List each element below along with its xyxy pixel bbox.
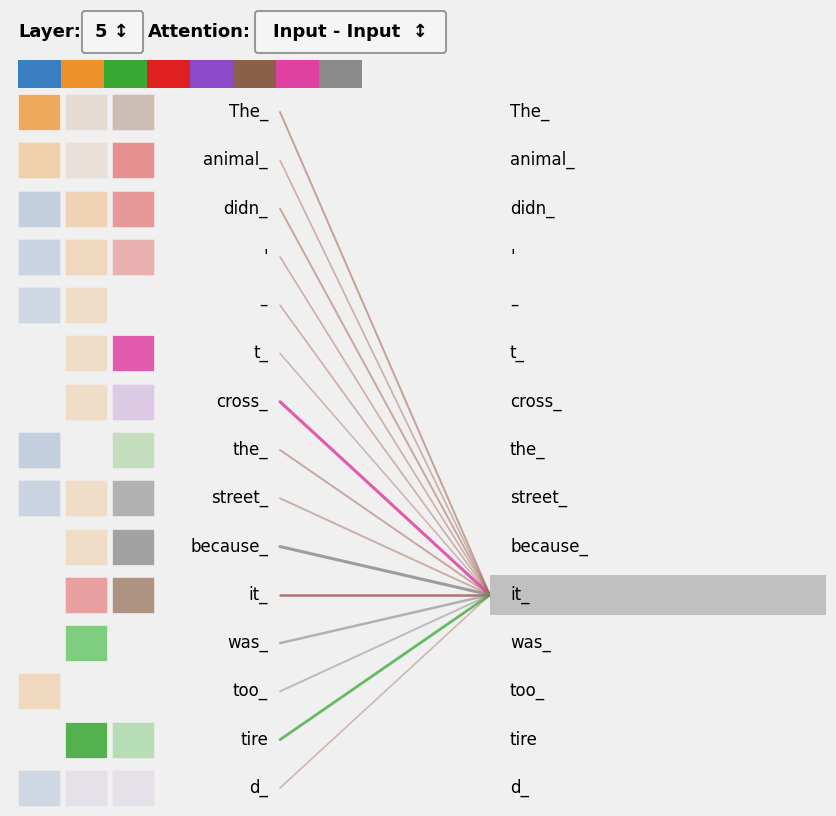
Bar: [65, 191, 107, 227]
Bar: [112, 770, 154, 806]
Bar: [18, 191, 60, 227]
Text: t_: t_: [253, 344, 268, 362]
Bar: [18, 287, 60, 323]
Bar: [18, 770, 60, 806]
Text: 5 ↕: 5 ↕: [95, 23, 129, 41]
Bar: [65, 287, 107, 323]
Text: the_: the_: [510, 441, 546, 459]
Bar: [65, 94, 107, 130]
Bar: [18, 239, 60, 275]
Text: too_: too_: [233, 682, 268, 700]
Bar: [61, 60, 104, 88]
Text: didn_: didn_: [223, 199, 268, 218]
Text: The_: The_: [228, 103, 268, 121]
Text: Attention:: Attention:: [148, 23, 251, 41]
Text: Layer:: Layer:: [18, 23, 81, 41]
Bar: [65, 721, 107, 758]
Bar: [276, 60, 319, 88]
Text: too_: too_: [510, 682, 545, 700]
Bar: [65, 577, 107, 613]
Bar: [112, 142, 154, 178]
Bar: [18, 60, 61, 88]
Text: street_: street_: [211, 490, 268, 508]
Bar: [18, 142, 60, 178]
FancyBboxPatch shape: [255, 11, 446, 53]
Bar: [18, 432, 60, 468]
Text: it_: it_: [510, 586, 529, 604]
Bar: [65, 770, 107, 806]
Text: d_: d_: [249, 778, 268, 797]
Text: was_: was_: [510, 634, 551, 652]
Text: because_: because_: [190, 538, 268, 556]
Bar: [112, 191, 154, 227]
Text: ': ': [510, 248, 515, 266]
Text: the_: the_: [232, 441, 268, 459]
Bar: [65, 335, 107, 371]
Bar: [65, 142, 107, 178]
Bar: [112, 721, 154, 758]
Bar: [112, 239, 154, 275]
Bar: [18, 481, 60, 517]
Bar: [65, 481, 107, 517]
Text: didn_: didn_: [510, 199, 554, 218]
Text: The_: The_: [510, 103, 549, 121]
Text: tire: tire: [240, 730, 268, 749]
Text: was_: was_: [227, 634, 268, 652]
Bar: [233, 60, 276, 88]
Bar: [147, 60, 190, 88]
Text: street_: street_: [510, 490, 567, 508]
Bar: [18, 94, 60, 130]
Bar: [112, 481, 154, 517]
Bar: [112, 94, 154, 130]
Bar: [112, 529, 154, 565]
Bar: [104, 60, 147, 88]
Bar: [112, 335, 154, 371]
Text: tire: tire: [510, 730, 538, 749]
Bar: [65, 625, 107, 661]
FancyBboxPatch shape: [82, 11, 143, 53]
Text: t_: t_: [510, 344, 525, 362]
Text: animal_: animal_: [510, 151, 574, 170]
Text: cross_: cross_: [510, 392, 562, 410]
Bar: [490, 574, 826, 615]
Text: d_: d_: [510, 778, 529, 797]
Bar: [65, 529, 107, 565]
Bar: [112, 432, 154, 468]
Bar: [65, 239, 107, 275]
Text: –: –: [510, 296, 518, 314]
Bar: [65, 384, 107, 419]
Bar: [18, 673, 60, 709]
Text: animal_: animal_: [203, 151, 268, 170]
Bar: [190, 60, 233, 88]
Text: Input - Input  ↕: Input - Input ↕: [273, 23, 427, 41]
Text: because_: because_: [510, 538, 588, 556]
Bar: [112, 577, 154, 613]
Text: it_: it_: [248, 586, 268, 604]
Text: ': ': [263, 248, 268, 266]
Bar: [112, 384, 154, 419]
Bar: [319, 60, 362, 88]
Text: –: –: [260, 296, 268, 314]
Text: cross_: cross_: [217, 392, 268, 410]
